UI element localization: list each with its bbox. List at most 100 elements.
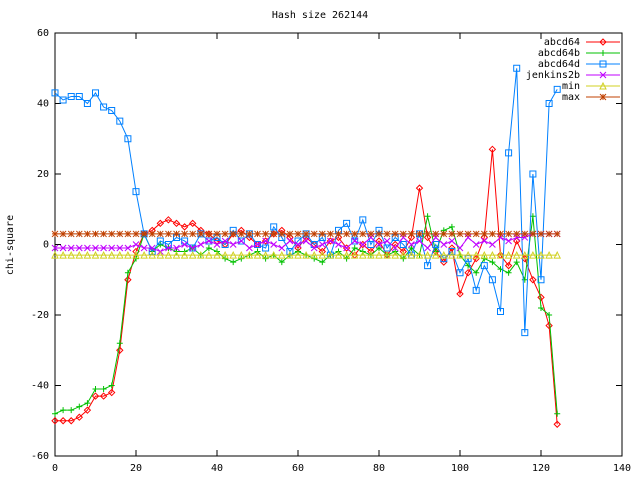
point-marker [108, 230, 116, 238]
point-marker [456, 290, 464, 298]
point-marker [156, 219, 165, 228]
point-marker [173, 230, 180, 238]
point-marker [505, 230, 512, 238]
point-marker [464, 268, 472, 277]
point-marker [327, 230, 334, 238]
point-marker [520, 250, 529, 259]
point-marker [254, 230, 261, 238]
point-marker [391, 244, 399, 252]
point-marker [456, 230, 464, 238]
point-marker [415, 184, 424, 192]
point-marker [529, 276, 537, 284]
point-marker [157, 241, 164, 248]
point-marker [92, 230, 99, 238]
point-marker [432, 241, 440, 248]
point-marker [100, 386, 107, 393]
point-marker [124, 135, 132, 143]
point-marker [99, 250, 108, 259]
y-tick-label: 60 [37, 28, 49, 39]
point-marker [448, 237, 456, 245]
point-marker [92, 244, 99, 252]
point-marker [213, 241, 221, 248]
x-tick-label: 80 [373, 463, 385, 474]
point-marker [262, 244, 270, 252]
point-marker [383, 230, 391, 238]
point-marker [302, 237, 310, 245]
point-marker [124, 276, 132, 284]
point-marker [342, 250, 351, 259]
point-marker [456, 244, 464, 252]
point-marker [489, 241, 496, 248]
point-marker [599, 81, 607, 90]
point-marker [262, 230, 269, 238]
point-marker [76, 403, 83, 410]
point-marker [261, 250, 270, 259]
point-marker [181, 230, 188, 238]
point-marker [213, 250, 221, 259]
point-marker [278, 230, 286, 238]
point-marker [67, 417, 75, 425]
point-marker [318, 241, 326, 248]
point-marker [133, 255, 139, 262]
point-marker [318, 247, 327, 256]
point-marker [140, 230, 148, 238]
point-marker [326, 237, 335, 245]
point-marker [302, 230, 310, 238]
point-marker [51, 250, 59, 259]
point-marker [424, 262, 432, 270]
point-marker [205, 230, 213, 238]
point-marker [408, 241, 415, 248]
point-marker [286, 250, 294, 259]
point-marker [599, 71, 607, 79]
point-marker [529, 230, 537, 238]
point-marker [261, 237, 270, 245]
point-marker [270, 230, 278, 238]
point-marker [116, 117, 124, 125]
point-marker [521, 230, 529, 238]
point-marker [165, 244, 172, 252]
point-marker [196, 250, 205, 259]
x-tick-label: 40 [211, 463, 223, 474]
point-marker [513, 230, 521, 238]
point-marker [132, 250, 140, 259]
point-marker [180, 223, 189, 231]
point-marker [107, 388, 116, 397]
point-marker [189, 244, 197, 252]
point-marker [164, 216, 173, 224]
x-tick-label: 100 [451, 463, 469, 474]
point-marker [424, 213, 431, 220]
point-marker [472, 286, 480, 294]
point-marker [277, 250, 286, 259]
point-marker [351, 237, 359, 245]
point-marker [529, 250, 537, 259]
point-marker [553, 250, 562, 259]
point-marker [375, 250, 383, 259]
point-marker [59, 96, 67, 104]
point-marker [83, 250, 92, 259]
point-marker [521, 329, 529, 337]
y-tick-label: -60 [31, 451, 49, 462]
point-marker [246, 230, 253, 238]
point-marker [124, 244, 132, 252]
legend-label: abcd64d [538, 59, 580, 70]
point-marker [286, 248, 294, 256]
point-marker [59, 250, 67, 259]
point-marker [383, 250, 391, 259]
y-tick-label: 0 [43, 240, 49, 251]
point-marker [75, 230, 83, 238]
point-marker [310, 250, 319, 259]
chart-title: Hash size 262144 [272, 10, 368, 21]
legend-label: jenkins2b [526, 70, 580, 81]
point-marker [439, 250, 448, 259]
point-marker [92, 386, 99, 393]
point-marker [67, 244, 75, 252]
point-marker [108, 382, 115, 389]
point-marker [423, 250, 432, 259]
point-marker [83, 406, 92, 414]
point-marker [343, 230, 350, 238]
point-marker [100, 103, 108, 111]
point-marker [156, 230, 164, 238]
point-marker [286, 237, 294, 245]
point-marker [51, 417, 59, 425]
point-marker [92, 89, 99, 97]
